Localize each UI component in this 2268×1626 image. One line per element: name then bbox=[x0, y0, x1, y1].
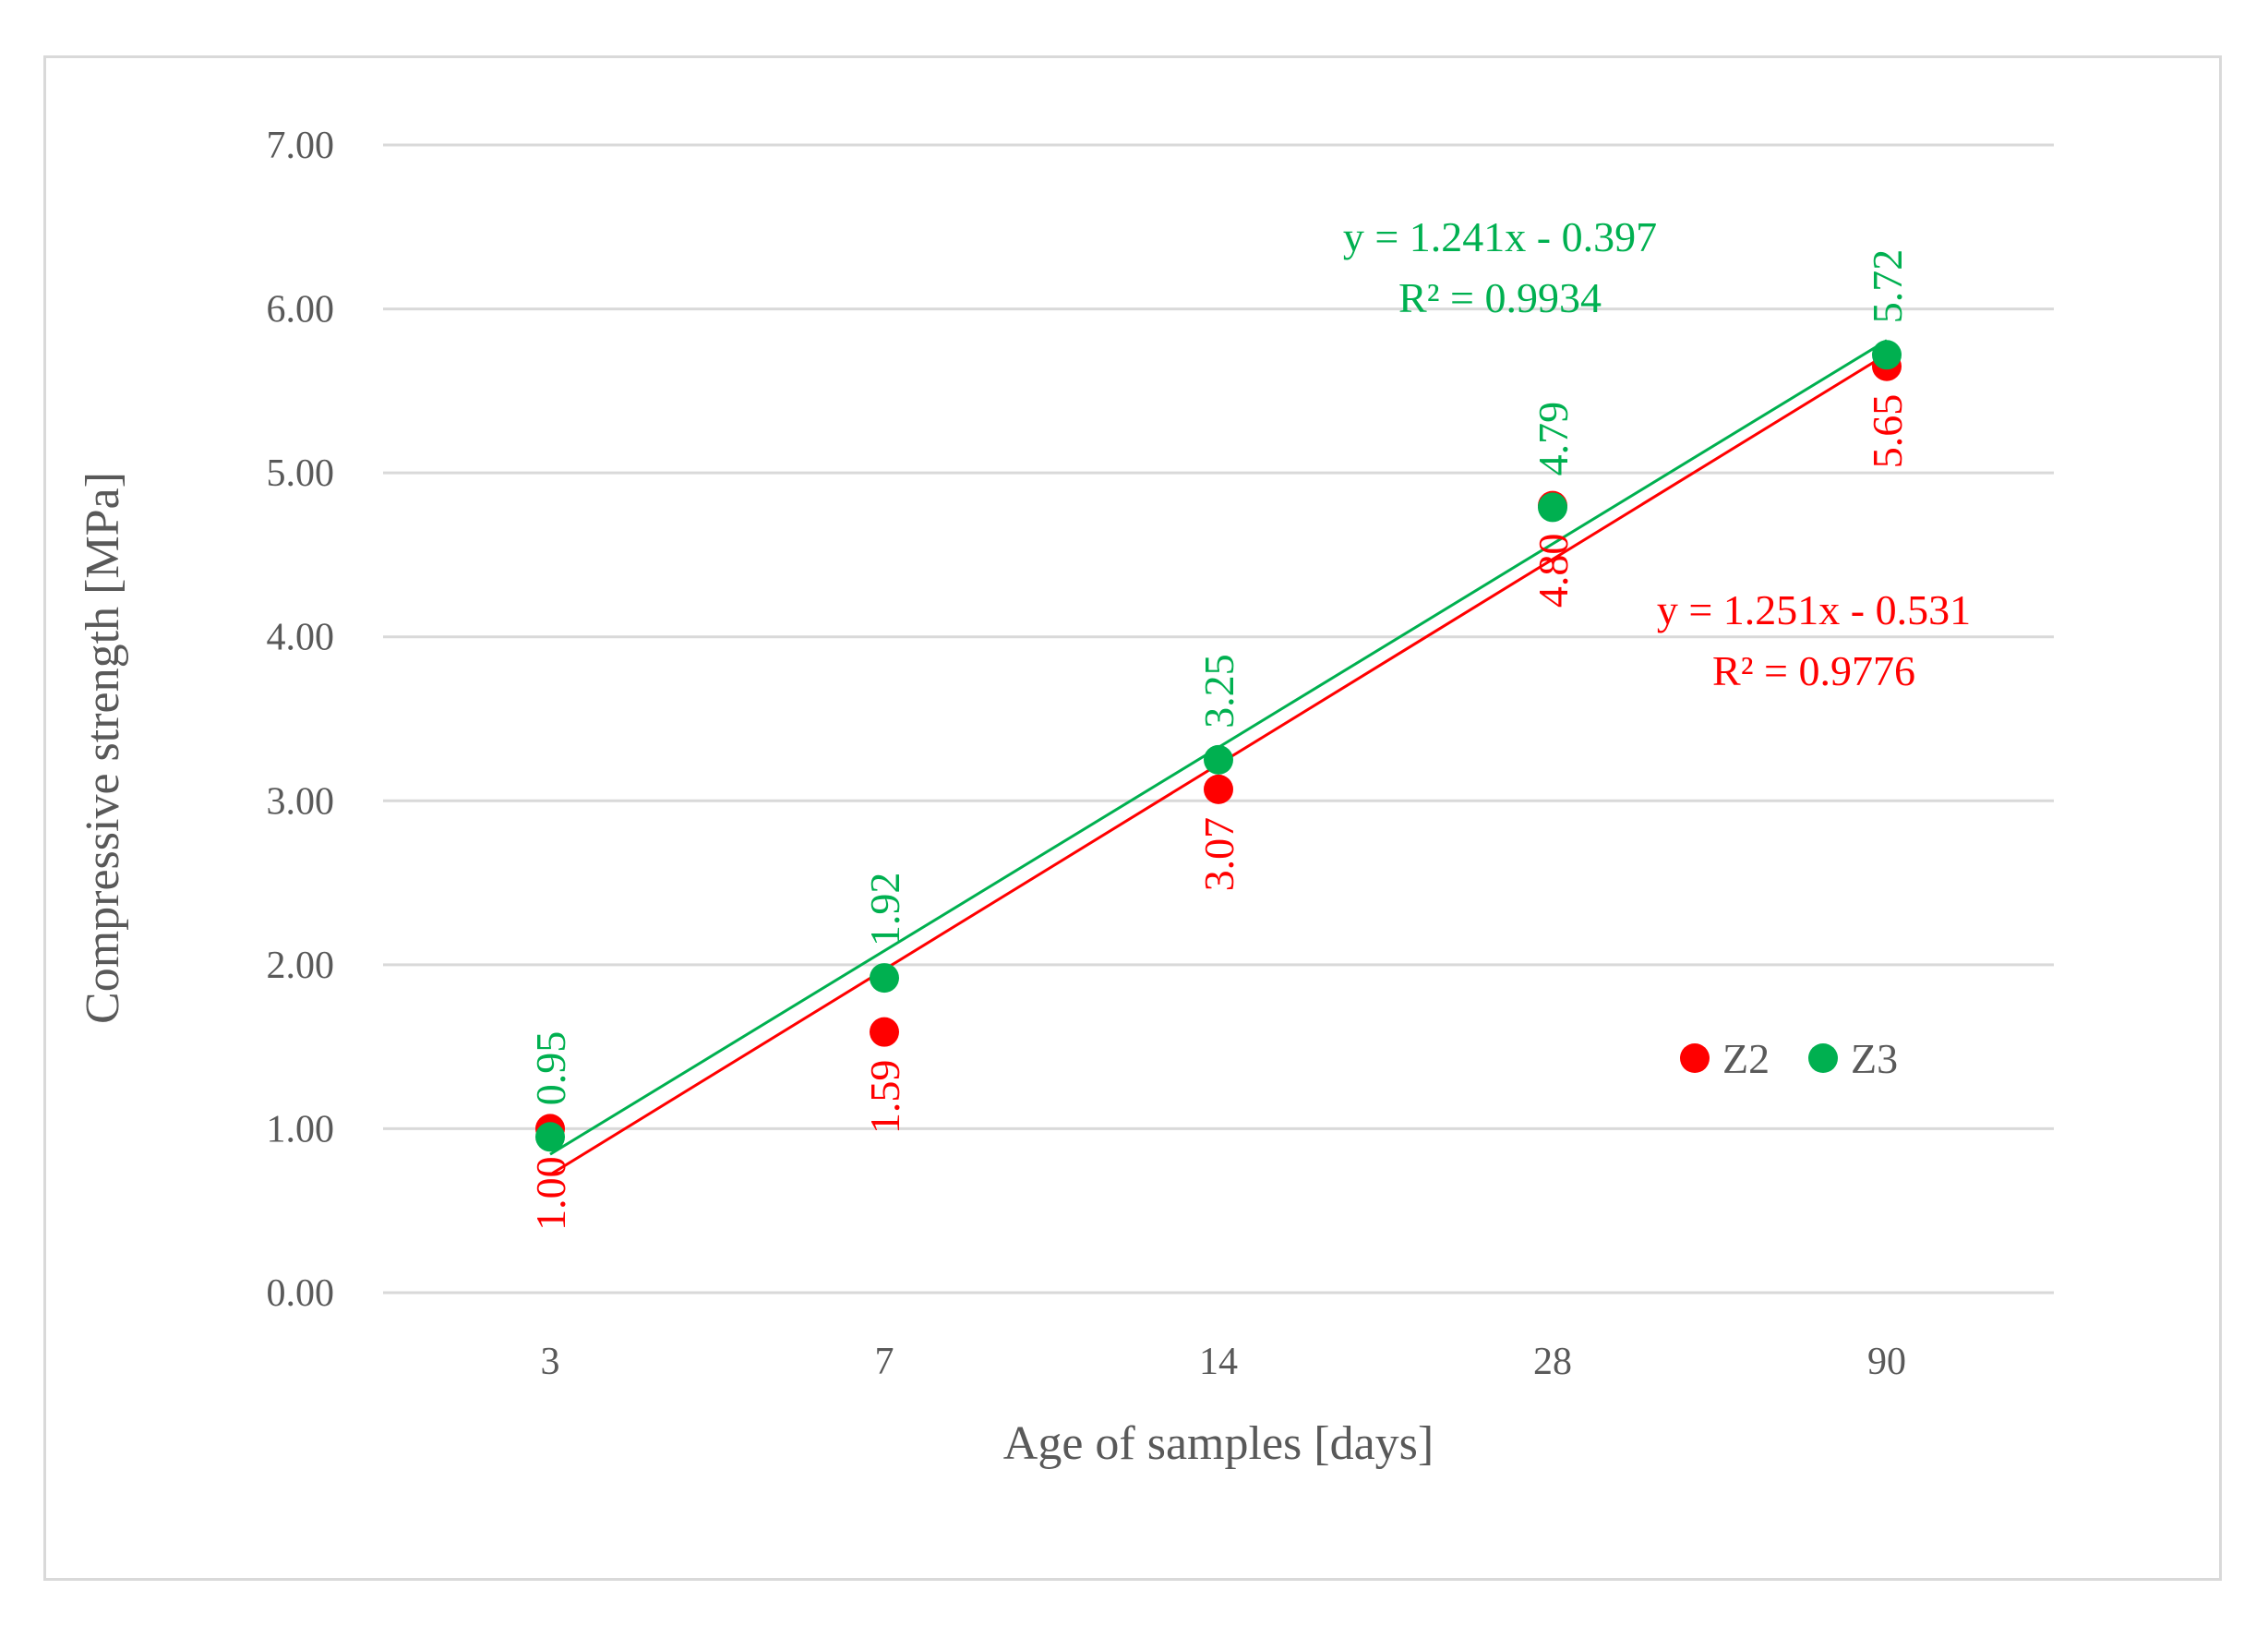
data-points bbox=[535, 340, 1902, 1152]
trendline-equation-z3: y = 1.241x - 0.397 bbox=[1343, 213, 1657, 260]
data-label-z2: 3.07 bbox=[1195, 817, 1242, 892]
legend-marker-z3 bbox=[1808, 1043, 1838, 1073]
gridlines bbox=[383, 143, 2054, 1295]
data-label-z2: 1.59 bbox=[861, 1060, 908, 1135]
point-z2 bbox=[870, 1017, 899, 1047]
x-tick-label: 90 bbox=[1867, 1341, 1906, 1383]
y-tick-label: 3.00 bbox=[267, 780, 335, 823]
x-tick-label: 28 bbox=[1533, 1341, 1572, 1383]
legend-label-z2: Z2 bbox=[1722, 1035, 1770, 1082]
trendline-equations: y = 1.251x - 0.531 R² = 0.9776 y = 1.241x … bbox=[1343, 213, 1971, 694]
y-axis-ticks: 0.00 1.00 2.00 3.00 4.00 5.00 6.00 7.00 bbox=[267, 125, 335, 1315]
data-label-z3: 0.95 bbox=[527, 1031, 574, 1106]
trendline-r2-z2: R² = 0.9776 bbox=[1712, 647, 1915, 694]
y-tick-label: 6.00 bbox=[267, 289, 335, 331]
legend[interactable]: Z2 Z3 bbox=[1680, 1035, 1898, 1082]
data-label-z2: 5.65 bbox=[1864, 394, 1911, 469]
trendline-r2-z3: R² = 0.9934 bbox=[1398, 274, 1602, 321]
x-tick-label: 3 bbox=[541, 1341, 560, 1383]
data-label-z2: 4.80 bbox=[1530, 534, 1577, 608]
x-tick-label: 14 bbox=[1199, 1341, 1238, 1383]
data-label-z3: 5.72 bbox=[1864, 249, 1911, 324]
legend-marker-z2 bbox=[1680, 1043, 1710, 1073]
data-label-z3: 4.79 bbox=[1530, 402, 1577, 476]
data-label-z3: 3.25 bbox=[1195, 654, 1242, 729]
y-tick-label: 7.00 bbox=[267, 125, 335, 167]
point-z2 bbox=[1204, 774, 1233, 804]
y-tick-label: 2.00 bbox=[267, 945, 335, 987]
legend-label-z3: Z3 bbox=[1851, 1035, 1898, 1082]
point-z3 bbox=[1872, 340, 1902, 370]
x-axis-title: Age of samples [days] bbox=[1003, 1417, 1434, 1470]
y-axis-title: Compressive strength [MPa] bbox=[77, 472, 129, 1024]
data-label-z2: 1.00 bbox=[527, 1156, 574, 1231]
x-axis-ticks: 3 7 14 28 90 bbox=[541, 1341, 1907, 1383]
y-tick-label: 5.00 bbox=[267, 452, 335, 495]
data-labels: 1.00 1.59 3.07 4.80 5.65 0.95 1.92 3.25 4.79 5.72 bbox=[527, 249, 1911, 1231]
point-z3 bbox=[870, 963, 899, 994]
y-tick-label: 1.00 bbox=[267, 1108, 335, 1150]
trendline-equation-z2: y = 1.251x - 0.531 bbox=[1657, 586, 1971, 633]
point-z3 bbox=[1204, 744, 1233, 775]
point-z3 bbox=[1538, 492, 1567, 523]
y-tick-label: 4.00 bbox=[267, 617, 335, 659]
x-tick-label: 7 bbox=[875, 1341, 894, 1383]
point-z3 bbox=[535, 1122, 565, 1152]
data-label-z3: 1.92 bbox=[861, 873, 908, 947]
y-tick-label: 0.00 bbox=[267, 1272, 335, 1315]
